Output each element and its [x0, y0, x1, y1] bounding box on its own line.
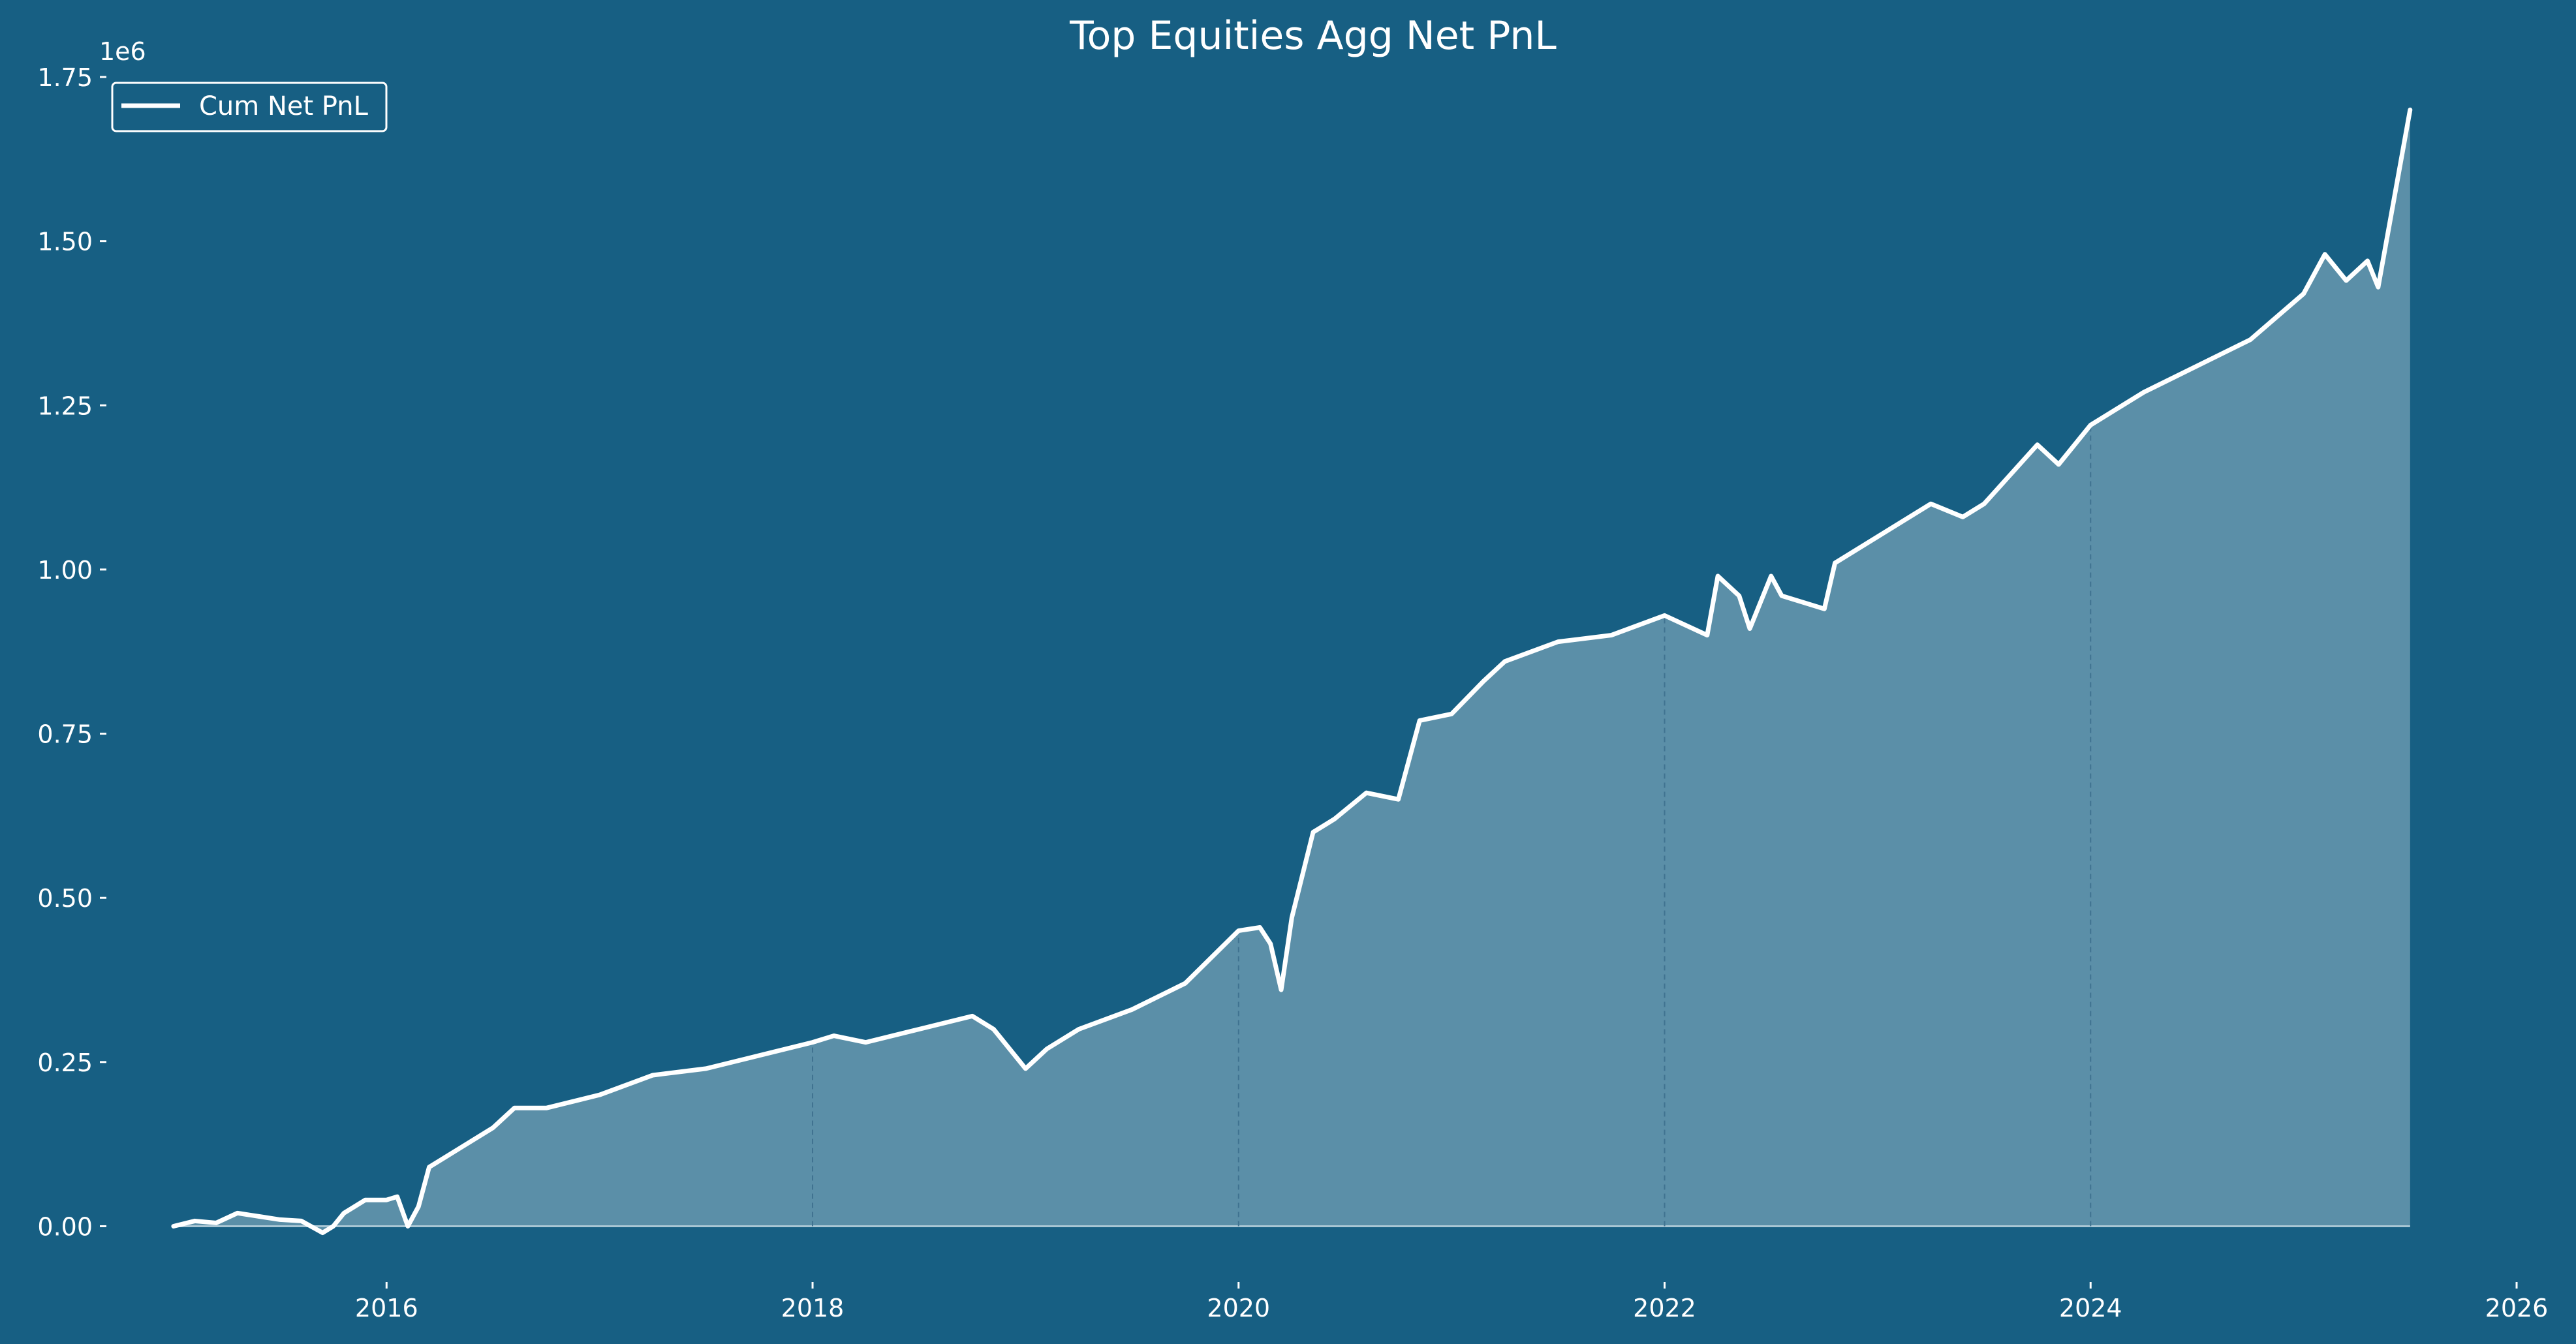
axes: 0.00 0.25 0.50 0.75 1.00 1.25 1.50 1.75 2016 2018… — [37, 63, 2548, 1322]
legend: Cum Net PnL — [111, 82, 388, 132]
chart-title: Top Equities Agg Net PnL — [1069, 13, 1557, 59]
area-fill — [173, 110, 2410, 1233]
y-tick-label-5: 1.25 — [37, 391, 93, 420]
x-tick-label-3: 2022 — [1633, 1294, 1696, 1322]
legend-entry-cum-net-pnl: Cum Net PnL — [199, 91, 369, 121]
y-tick-label-2: 0.50 — [37, 884, 93, 913]
x-tick-label-4: 2024 — [2059, 1294, 2122, 1322]
y-tick-label-1: 0.25 — [37, 1048, 93, 1077]
series-line-cum-net-pnl — [171, 107, 2413, 1236]
y-tick-label-0: 0.00 — [37, 1212, 93, 1241]
y-tick-label-3: 0.75 — [37, 720, 93, 749]
x-tick-label-0: 2016 — [355, 1294, 418, 1322]
y-tick-label-7: 1.75 — [37, 63, 93, 92]
x-tick-label-2: 2020 — [1207, 1294, 1270, 1322]
legend-box — [111, 82, 388, 132]
area-fill-layer — [171, 107, 2413, 1236]
x-tick-label-5: 2026 — [2485, 1294, 2549, 1322]
y-tick-label-4: 1.00 — [37, 556, 93, 585]
y-axis-scale-label: 1e6 — [99, 37, 146, 66]
y-tick-label-6: 1.50 — [37, 228, 93, 256]
x-tick-label-1: 2018 — [781, 1294, 845, 1322]
